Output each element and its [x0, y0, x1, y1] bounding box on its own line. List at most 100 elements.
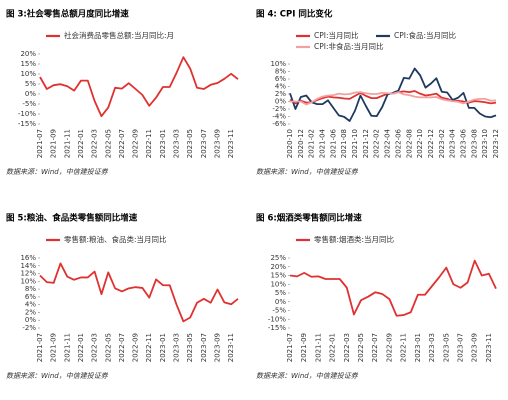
x-tick-label: 2020-10 [286, 129, 294, 158]
x-tick-label: 2021-02 [308, 129, 316, 158]
x-tick-label: 2023-12 [492, 129, 500, 158]
y-tick-label: 16% [20, 254, 36, 262]
x-tick-label: 2021-09 [300, 333, 308, 362]
x-tick-label: 2022-03 [91, 129, 99, 158]
x-tick-label: 2021-09 [50, 129, 58, 158]
x-tick-label: 2023-01 [159, 333, 167, 362]
y-tick-label: 15% [270, 272, 286, 280]
x-tick-label: 2021-10 [351, 129, 359, 158]
x-tick-label: 2022-08 [405, 129, 413, 158]
y-tick-label: -5% [22, 100, 36, 108]
y-tick-label: 0% [275, 98, 286, 106]
x-tick-label: 2023-09 [214, 333, 222, 362]
x-tick-label: 2023-01 [159, 129, 167, 158]
source-note: 数据来源：Wind，中信建投证券 [6, 168, 109, 176]
y-tick-label: 8% [275, 68, 286, 76]
x-tick-label: 2022-09 [385, 333, 393, 362]
x-tick-label: 2021-11 [314, 333, 322, 362]
x-tick-label: 2023-10 [481, 129, 489, 158]
source-note: 数据来源：Wind，中信建投证券 [256, 168, 359, 176]
x-tick-label: 2022-03 [91, 333, 99, 362]
x-tick-label: 2021-07 [36, 333, 44, 362]
x-tick-label: 2023-03 [173, 129, 181, 158]
x-tick-label: 2023-07 [200, 333, 208, 362]
y-tick-label: -15% [18, 120, 36, 128]
y-tick-label: 12% [20, 270, 36, 278]
x-tick-label: 2022-04 [384, 128, 392, 158]
x-tick-label: 2021-07 [36, 129, 44, 158]
y-tick-label: -4% [272, 113, 286, 121]
legend-label: 社会消费品零售总额:当月同比:月 [64, 30, 174, 40]
y-tick-label: -5% [272, 307, 286, 315]
x-tick-label: 2022-05 [357, 333, 365, 362]
x-tick-label: 2022-02 [373, 129, 381, 158]
x-tick-label: 2022-05 [104, 129, 112, 158]
x-tick-label: 2022-05 [104, 333, 112, 362]
legend-label: CPI:当月同比 [314, 30, 359, 40]
x-tick-label: 2023-02 [438, 129, 446, 158]
y-tick-label: 20% [20, 50, 36, 58]
x-tick-label: 2021-07 [286, 333, 294, 362]
legend-label: CPI:非食品:当月同比 [314, 41, 384, 51]
x-tick-label: 2022-11 [145, 333, 153, 362]
y-tick-label: 25% [270, 254, 286, 262]
y-tick-label: 8% [25, 285, 36, 293]
y-tick-label: 5% [25, 80, 36, 88]
y-tick-label: -6% [272, 120, 286, 128]
x-tick-label: 2023-04 [449, 128, 457, 158]
source-note: 数据来源：Wind，中信建投证券 [256, 372, 359, 380]
x-tick-label: 2023-01 [414, 333, 422, 362]
y-tick-label: -15% [268, 324, 286, 332]
x-tick-label: 2022-09 [132, 129, 140, 158]
x-tick-label: 2023-11 [485, 333, 493, 362]
x-tick-label: 2023-09 [214, 129, 222, 158]
x-tick-label: 2022-12 [427, 129, 435, 158]
x-tick-label: 2022-07 [371, 333, 379, 362]
y-tick-label: 6% [25, 293, 36, 301]
y-tick-label: 2% [25, 308, 36, 316]
y-tick-label: 10% [20, 70, 36, 78]
x-tick-label: 2021-06 [329, 128, 337, 158]
x-tick-label: 2022-06 [394, 128, 402, 158]
y-tick-label: 2% [275, 90, 286, 98]
x-tick-label: 2023-11 [227, 129, 235, 158]
y-tick-label: -10% [18, 110, 36, 118]
x-tick-label: 2022-03 [343, 333, 351, 362]
source-note: 数据来源：Wind，中信建投证券 [6, 372, 109, 380]
x-tick-label: 2023-07 [456, 333, 464, 362]
x-tick-label: 2023-08 [470, 129, 478, 158]
x-tick-label: 2020-12 [297, 129, 305, 158]
x-tick-label: 2023-05 [186, 129, 194, 158]
y-tick-label: 14% [20, 262, 36, 270]
chart-title: 图 4: CPI 同比变化 [256, 9, 333, 20]
x-tick-label: 2022-09 [132, 333, 140, 362]
x-tick-label: 2023-06 [459, 128, 467, 158]
x-tick-label: 2022-11 [145, 129, 153, 158]
x-tick-label: 2023-03 [173, 333, 181, 362]
series-line [289, 259, 497, 317]
series-line [289, 67, 497, 122]
series-line [290, 91, 497, 106]
y-tick-label: 10% [270, 280, 286, 288]
x-tick-label: 2022-10 [416, 129, 424, 158]
y-tick-label: -2% [22, 324, 36, 332]
x-tick-label: 2022-07 [118, 333, 126, 362]
y-tick-label: 5% [275, 289, 286, 297]
x-tick-label: 2023-03 [428, 333, 436, 362]
x-tick-label: 2023-05 [186, 333, 194, 362]
y-tick-label: 20% [270, 263, 286, 271]
chart-title: 图 5:粮油、食品类零售额同比增速 [6, 213, 138, 224]
x-tick-label: 2023-09 [471, 333, 479, 362]
y-tick-label: -10% [268, 315, 286, 323]
x-tick-label: 2021-08 [340, 129, 348, 158]
y-tick-label: -2% [272, 105, 286, 113]
legend-label: 零售额:烟酒类:当月同比 [314, 234, 395, 244]
y-tick-label: 0% [275, 298, 286, 306]
series-line [39, 262, 239, 323]
x-tick-label: 2021-09 [50, 333, 58, 362]
x-tick-label: 2021-04 [319, 128, 327, 158]
x-tick-label: 2022-01 [329, 333, 337, 362]
legend-label: 零售额:粮油、食品类:当月同比 [64, 234, 167, 244]
x-tick-label: 2022-07 [118, 129, 126, 158]
